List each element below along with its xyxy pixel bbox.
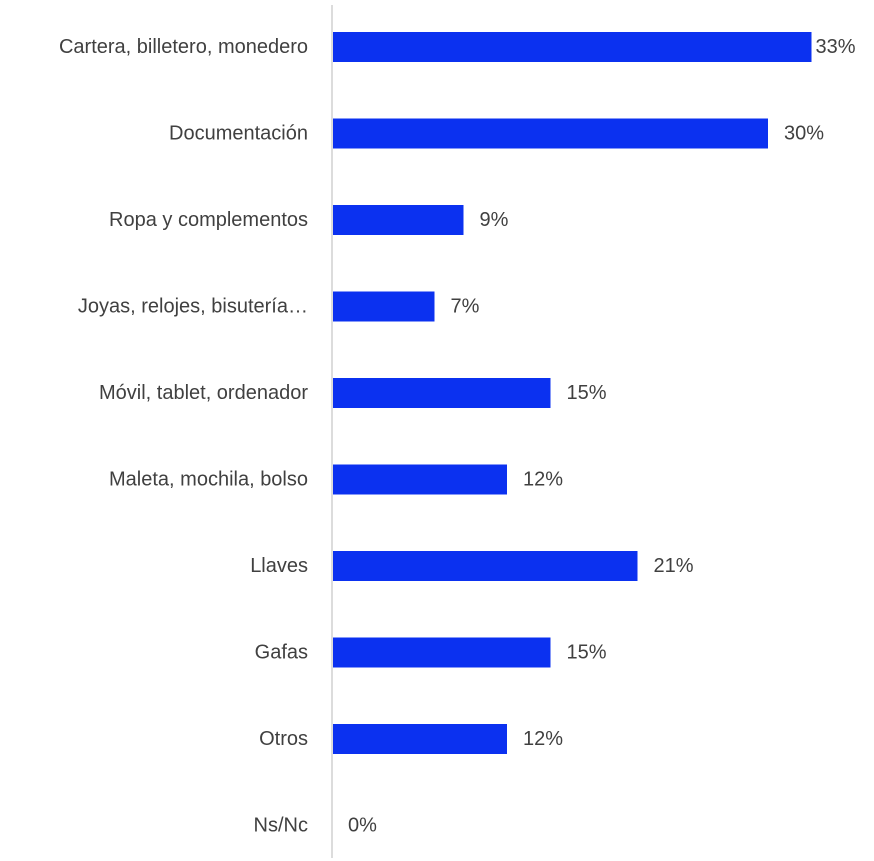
bar-gafas (333, 637, 551, 668)
category-label-joyas-relojes-bisuteria: Joyas, relojes, bisutería… (78, 296, 308, 318)
bar-ropa-y-complementos (333, 205, 464, 235)
value-label-cartera-billetero-monedero: 33% (816, 36, 856, 58)
value-label-joyas-relojes-bisuteria: 7% (451, 296, 480, 318)
category-label-maleta-mochila-bolso: Maleta, mochila, bolso (109, 469, 308, 491)
bars-group (333, 32, 812, 754)
bar-documentacion (333, 118, 768, 149)
value-label-movil-tablet-ordenador: 15% (567, 382, 607, 404)
category-label-documentacion: Documentación (169, 123, 308, 145)
value-label-gafas: 15% (567, 642, 607, 664)
category-label-ns-nc: Ns/Nc (254, 815, 308, 837)
bar-llaves (333, 551, 638, 581)
value-label-maleta-mochila-bolso: 12% (523, 469, 563, 491)
bar-otros (333, 724, 507, 754)
value-label-ropa-y-complementos: 9% (480, 209, 509, 231)
value-labels-group: 33% 30% 9% 7% 15% 12% 21% 15% 12% 0% (348, 36, 856, 837)
value-label-otros: 12% (523, 728, 563, 750)
value-label-ns-nc: 0% (348, 815, 377, 837)
category-label-ropa-y-complementos: Ropa y complementos (109, 209, 308, 231)
bar-joyas-relojes-bisuteria (333, 291, 435, 322)
category-label-movil-tablet-ordenador: Móvil, tablet, ordenador (99, 382, 308, 404)
category-label-otros: Otros (259, 728, 308, 750)
category-label-llaves: Llaves (250, 555, 308, 577)
bar-movil-tablet-ordenador (333, 378, 551, 408)
value-label-llaves: 21% (654, 555, 694, 577)
category-labels-group: Cartera, billetero, monedero Documentació… (59, 36, 308, 837)
bar-maleta-mochila-bolso (333, 464, 507, 495)
category-label-cartera-billetero-monedero: Cartera, billetero, monedero (59, 36, 308, 58)
category-label-gafas: Gafas (255, 642, 308, 664)
bar-cartera-billetero-monedero (333, 32, 812, 62)
value-label-documentacion: 30% (784, 123, 824, 145)
